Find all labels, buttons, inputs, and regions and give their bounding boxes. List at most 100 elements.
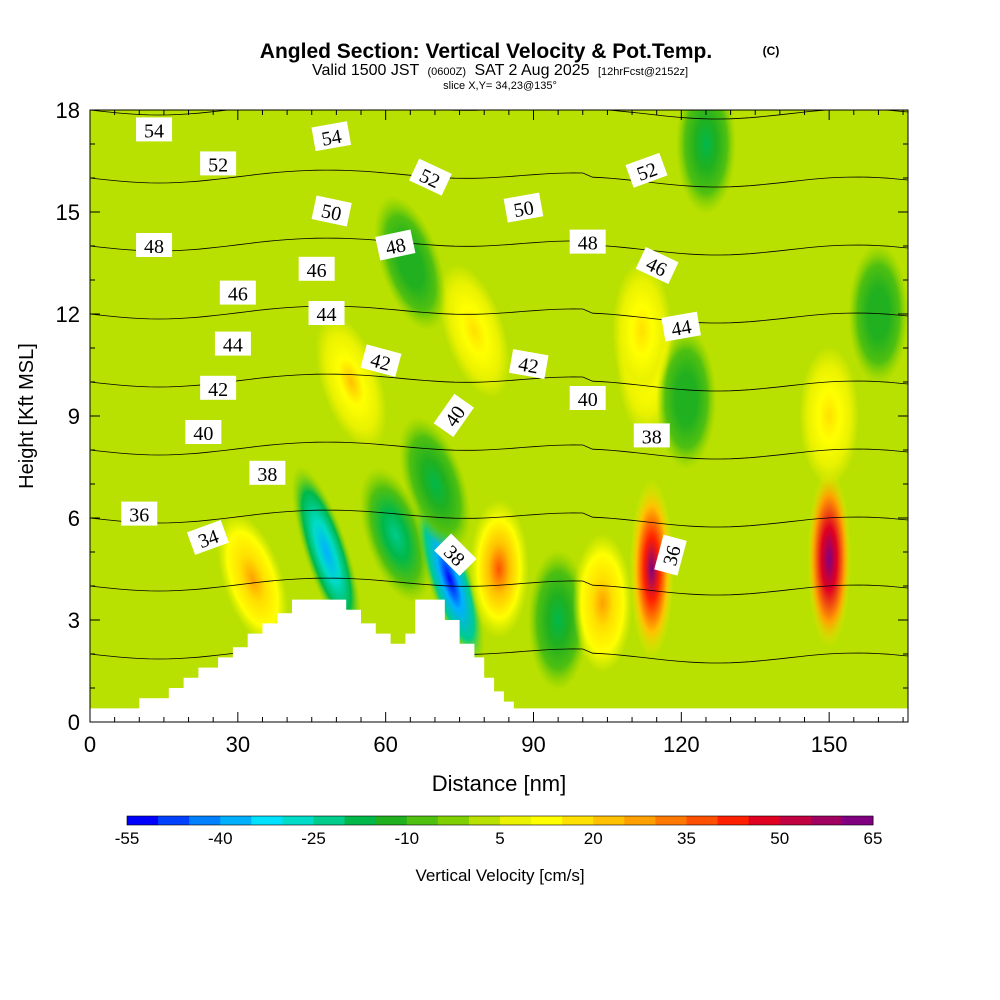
colorbar-swatch [562, 816, 594, 825]
terrain [90, 599, 908, 722]
colorbar-swatch [810, 816, 843, 825]
colorbar-swatch [655, 816, 687, 825]
contour-label-36: 36 [121, 501, 158, 527]
contour-label-text: 52 [208, 154, 228, 176]
contour-label-box [409, 158, 452, 196]
colorbar-swatch [127, 816, 159, 825]
velocity-cell [675, 110, 736, 214]
contour-label-50: 50 [503, 192, 544, 223]
contour-label-text: 48 [578, 233, 598, 255]
colorbar-swatch [500, 816, 532, 825]
colorbar-swatch [468, 816, 501, 825]
contour-label-box [249, 460, 286, 485]
contour-label-box [375, 229, 416, 261]
contour-label-text: 44 [223, 335, 243, 357]
contour-label-text: 38 [642, 426, 662, 448]
colorbar-swatch [158, 816, 190, 825]
contour-label-text: 50 [319, 200, 343, 226]
contour-label-44: 44 [214, 331, 251, 357]
y-tick-label: 6 [68, 506, 80, 531]
subtitle-fcst: [12hrFcst@2152z] [598, 66, 688, 78]
velocity-cell [374, 195, 447, 331]
velocity-cell [216, 511, 289, 647]
contour-label-38: 38 [249, 460, 286, 486]
x-tick-label: 30 [226, 732, 250, 757]
contour-label-box [200, 151, 237, 176]
contour-label-box [654, 534, 687, 576]
y-tick-label: 12 [56, 302, 80, 327]
colorbar-swatch [437, 816, 470, 825]
contour-label-text: 42 [517, 353, 541, 378]
contour-label-box [625, 152, 668, 188]
contour-label-text: 50 [512, 197, 536, 222]
colorbar-swatch [717, 816, 750, 825]
colorbar-tick-label: 50 [770, 829, 789, 848]
colorbar-swatch [344, 816, 377, 825]
contour-label-box [434, 533, 477, 576]
y-tick-label: 0 [68, 710, 80, 735]
contour-label-text: 44 [670, 316, 694, 341]
colorbar-swatch [375, 816, 408, 825]
contour-label-44: 44 [661, 311, 701, 342]
velocity-cell [799, 346, 860, 486]
contour-label-text: 54 [144, 120, 164, 142]
colorbar-swatch [220, 816, 252, 825]
contour-label-text: 48 [144, 236, 164, 258]
contour-label-52: 52 [200, 151, 237, 176]
subtitle-valid: Valid 1500 JST [312, 62, 420, 79]
colorbar-tick-label: -55 [115, 829, 140, 848]
chart-subtitle: Valid 1500 JST (0600Z) SAT 2 Aug 2025 [1… [312, 62, 688, 79]
contour-label-46: 46 [635, 247, 679, 284]
y-tick-label: 9 [68, 404, 80, 429]
contour-label-text: 42 [208, 379, 228, 401]
contour-label-box [121, 501, 158, 526]
contour-label-text: 40 [578, 389, 598, 411]
contour-label-42: 42 [360, 344, 402, 377]
contour-label-text: 36 [129, 505, 149, 527]
contour-label-48: 48 [569, 229, 606, 255]
colorbar-tick-label: -40 [208, 829, 233, 848]
isentrope-46 [90, 237, 908, 256]
contour-label-box [311, 121, 352, 152]
contour-label-box [433, 393, 474, 438]
isentrope-40 [90, 441, 908, 460]
x-tick-label: 120 [663, 732, 700, 757]
isentrope-48 [90, 169, 908, 188]
colorbar-tick-label: 20 [584, 829, 603, 848]
y-tick-label: 15 [56, 200, 80, 225]
velocity-cell [807, 468, 852, 649]
contour-label-text: 40 [193, 423, 213, 445]
contour-label-text: 44 [317, 304, 337, 326]
velocity-cell [438, 263, 511, 399]
contour-label-text: 38 [257, 464, 277, 486]
contour-label-40: 40 [185, 420, 222, 445]
contour-label-text: 48 [384, 234, 408, 260]
contour-label-box [360, 344, 402, 377]
subtitle-utc: (0600Z) [427, 66, 466, 78]
contour-label-box [311, 195, 352, 227]
colorbar-swatch [686, 816, 719, 825]
colorbar-tick-label: -10 [394, 829, 419, 848]
contour-label-54: 54 [136, 117, 173, 142]
contour-label-42: 42 [200, 375, 237, 401]
isentrope-44 [90, 305, 908, 324]
colorbar-tick-label: 5 [495, 829, 504, 848]
contour-label-box [185, 420, 222, 444]
contour-label-box [200, 375, 237, 400]
colorbar-swatch [841, 816, 874, 825]
colorbar-swatch [779, 816, 812, 825]
contour-label-text: 46 [228, 284, 248, 306]
colorbar-swatch [189, 816, 221, 825]
contour-label-44: 44 [308, 301, 345, 326]
slice-label: slice X,Y= 34,23@135° [443, 80, 557, 92]
velocity-cell [528, 550, 589, 690]
isentrope-38 [90, 509, 908, 528]
contour-label-46: 46 [298, 256, 335, 282]
contour-label-box [633, 423, 670, 448]
contour-label-box [186, 520, 229, 555]
x-tick-label: 60 [373, 732, 397, 757]
contour-label-48: 48 [375, 229, 416, 261]
colorbar-swatch [282, 816, 314, 825]
